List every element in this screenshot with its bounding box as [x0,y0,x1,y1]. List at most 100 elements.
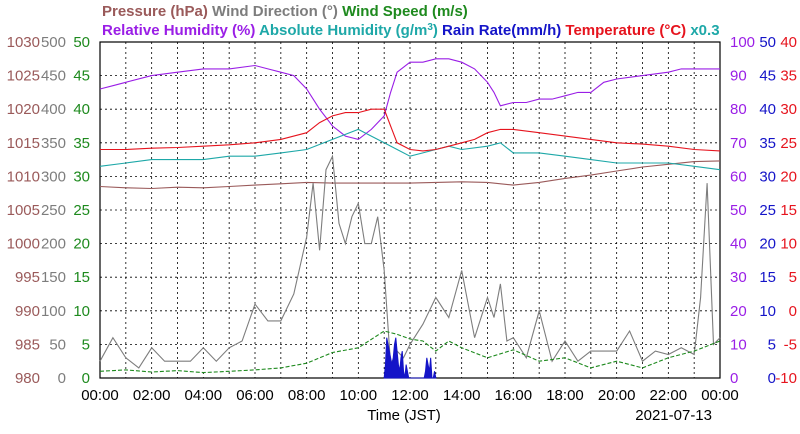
x-axis-label: Time (JST) [367,407,441,424]
date-label: 2021-07-13 [635,407,712,424]
rain-tick: 35 [759,135,776,152]
legend-item: Absolute Humidity (g/m [255,22,427,39]
legend-item: Wind Direction (°) [208,3,338,20]
legend-row-2: Relative Humidity (%) Absolute Humidity … [102,22,720,40]
pressure-tick: 980 [15,370,40,387]
left-axes: 1030102510201015101010051000995990985980… [7,34,90,387]
wind-direction-tick: 100 [41,303,66,320]
x-tick: 04:00 [185,387,223,404]
legend-item: Temperature (°C) [561,22,686,39]
x-tick: 00:00 [701,387,739,404]
temperature-tick: 40 [780,34,797,51]
pressure-tick: 985 [15,336,40,353]
wind-direction-tick: 50 [49,336,66,353]
wind-direction-tick: 400 [41,101,66,118]
legend-item: x0.3 [686,22,719,39]
humidity-tick: 100 [730,34,755,51]
wind-speed-tick: 5 [82,336,90,353]
rain-tick: 25 [759,202,776,219]
series-temperature-c [100,108,721,152]
temperature-tick: -10 [775,370,797,387]
x-tick: 14:00 [443,387,481,404]
humidity-tick: 40 [730,236,747,253]
rain-tick: 20 [759,236,776,253]
x-tick: 12:00 [391,387,429,404]
x-tick: 20:00 [598,387,636,404]
pressure-tick: 995 [15,269,40,286]
pressure-tick: 1020 [7,101,40,118]
temperature-tick: 20 [780,168,797,185]
humidity-tick: 20 [730,303,747,320]
temperature-tick: 0 [789,303,797,320]
temperature-tick: 35 [780,68,797,85]
wind-direction-tick: 350 [41,135,66,152]
humidity-tick: 30 [730,269,747,286]
x-tick: 16:00 [495,387,533,404]
x-tick: 10:00 [340,387,378,404]
pressure-tick: 1010 [7,168,40,185]
wind-speed-tick: 40 [73,101,90,118]
rain-tick: 10 [759,303,776,320]
series-pressure-hpa [99,160,721,190]
wind-direction-tick: 300 [41,168,66,185]
humidity-tick: 50 [730,202,747,219]
wind-speed-tick: 45 [73,68,90,85]
legend2-text: Relative Humidity (%) Absolute Humidity … [102,22,720,40]
legend-item: Relative Humidity (%) [102,22,255,39]
wind-direction-tick: 450 [41,68,66,85]
humidity-tick: 0 [730,370,738,387]
pressure-tick: 1030 [7,34,40,51]
wind-speed-tick: 50 [73,34,90,51]
wind-direction-tick: 200 [41,236,66,253]
series-wind-speed-m-s [99,330,721,374]
humidity-tick: 10 [730,336,747,353]
wind-speed-tick: 10 [73,303,90,320]
rain-tick: 50 [759,34,776,51]
pressure-tick: 1015 [7,135,40,152]
humidity-tick: 80 [730,101,747,118]
wind-speed-tick: 15 [73,269,90,286]
humidity-tick: 60 [730,168,747,185]
pressure-tick: 1005 [7,202,40,219]
series-layer [99,58,721,379]
wind-direction-tick: 0 [58,370,66,387]
humidity-tick: 90 [730,68,747,85]
x-tick: 08:00 [288,387,326,404]
rain-tick: 30 [759,168,776,185]
rain-tick: 5 [768,336,776,353]
temperature-tick: 30 [780,101,797,118]
legend-sup: 3 [427,22,433,33]
legend-item: Wind Speed (m/s) [338,3,468,20]
wind-speed-tick: 35 [73,135,90,152]
series-relative-humidity [99,58,720,140]
legend-close: ) [433,22,438,39]
series-absolute-humidity-g-m3 [99,128,721,171]
rain-tick: 0 [768,370,776,387]
legend1-text: Pressure (hPa) Wind Direction (°) Wind S… [102,3,468,20]
pressure-tick: 1000 [7,236,40,253]
x-tick: 02:00 [133,387,171,404]
legend-row-1: Pressure (hPa) Wind Direction (°) Wind S… [102,3,468,20]
temperature-tick: 15 [780,202,797,219]
x-tick: 06:00 [236,387,274,404]
rain-tick: 40 [759,101,776,118]
legend-item: Pressure (hPa) [102,3,208,20]
wind-speed-tick: 0 [82,370,90,387]
x-tick: 18:00 [546,387,584,404]
series-rain-rate-mm-h [383,337,437,379]
temperature-tick: 10 [780,236,797,253]
wind-direction-tick: 150 [41,269,66,286]
rain-tick: 45 [759,68,776,85]
wind-direction-tick: 500 [41,34,66,51]
temperature-tick: 5 [789,269,797,286]
grid [100,42,720,378]
wind-direction-tick: 250 [41,202,66,219]
rain-tick: 15 [759,269,776,286]
wind-speed-tick: 25 [73,202,90,219]
pressure-tick: 1025 [7,68,40,85]
x-axis: 00:00 02:00 04:00 06:00 08:00 10:00 12:00 14:00… [81,387,739,404]
temperature-tick: -5 [784,336,797,353]
right-axes: 1009080706050403020100504540353025201510… [730,34,797,387]
